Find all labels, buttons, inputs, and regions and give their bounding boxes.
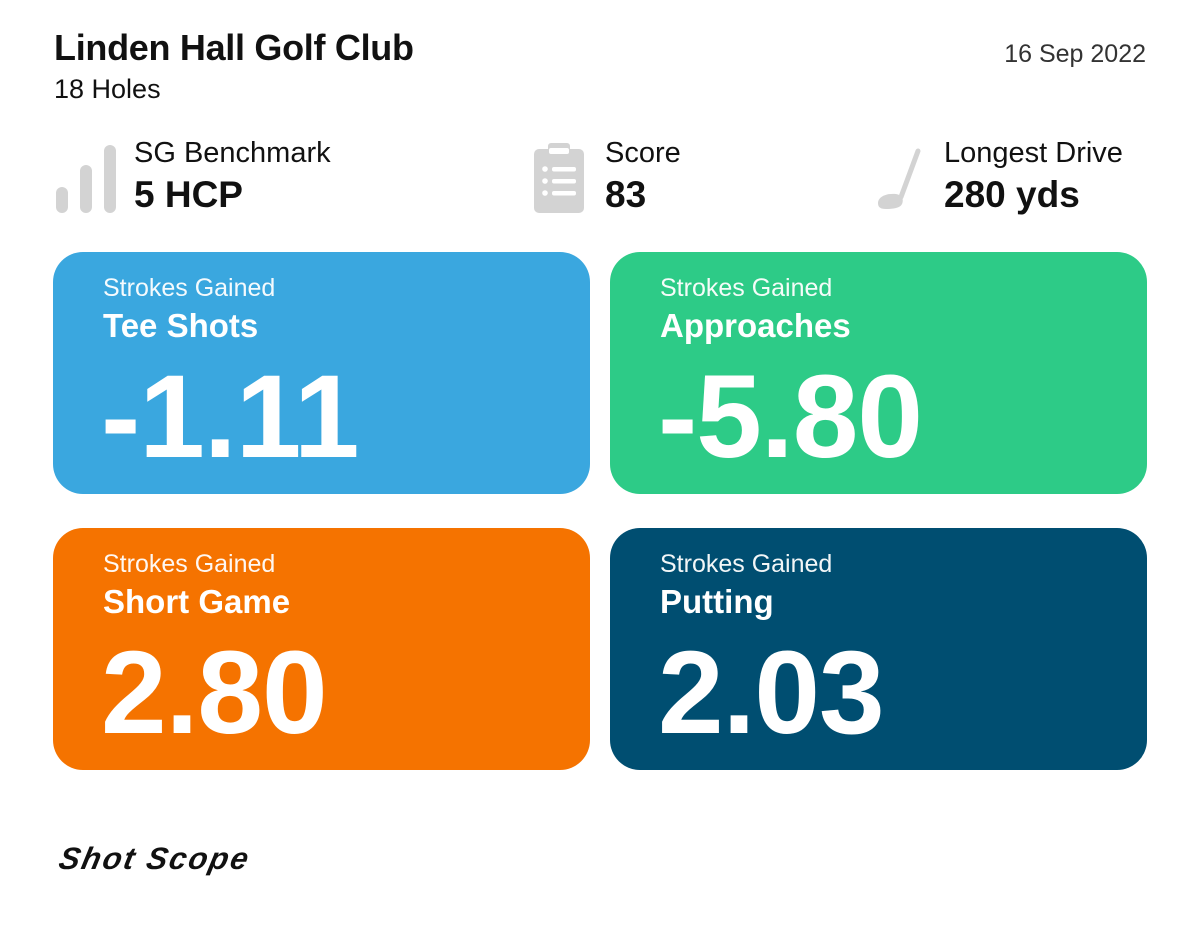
card-value: 2.80 — [101, 627, 328, 759]
card-label: Strokes Gained — [660, 274, 833, 302]
stat-longest-drive: Longest Drive 280 yds — [874, 135, 1146, 225]
sg-card-short-game: Strokes Gained Short Game 2.80 — [53, 528, 590, 770]
sg-card-approaches: Strokes Gained Approaches -5.80 — [610, 252, 1147, 494]
sg-card-putting: Strokes Gained Putting 2.03 — [610, 528, 1147, 770]
card-title: Approaches — [660, 307, 851, 344]
stat-label: SG Benchmark — [134, 137, 331, 169]
stat-sg-benchmark: SG Benchmark 5 HCP — [54, 135, 394, 225]
stat-value: 83 — [605, 174, 647, 215]
bar-chart-icon — [54, 141, 118, 217]
summary-stats: SG Benchmark 5 HCP Score 83 — [54, 135, 1146, 225]
holes-subtitle: 18 Holes — [54, 74, 161, 104]
card-title: Short Game — [103, 583, 291, 620]
stat-score: Score 83 — [530, 135, 730, 225]
card-label: Strokes Gained — [660, 550, 833, 578]
stat-value: 280 yds — [944, 174, 1080, 215]
logo-text: Shot Scope — [56, 841, 254, 876]
sg-card-tee-shots: Strokes Gained Tee Shots -1.11 — [53, 252, 590, 494]
card-value: -5.80 — [658, 351, 923, 483]
shot-scope-logo: Shot Scope — [54, 838, 344, 884]
round-date: 16 Sep 2022 — [1004, 40, 1146, 68]
card-title: Putting — [660, 583, 774, 620]
card-label: Strokes Gained — [103, 274, 276, 302]
header: Linden Hall Golf Club 18 Holes 16 Sep 20… — [54, 26, 1146, 106]
course-title: Linden Hall Golf Club — [54, 27, 414, 68]
card-value: -1.11 — [101, 351, 359, 483]
card-title: Tee Shots — [103, 307, 259, 344]
clipboard-icon — [530, 141, 594, 217]
stat-label: Score — [605, 137, 681, 169]
stat-label: Longest Drive — [944, 137, 1123, 169]
card-label: Strokes Gained — [103, 550, 276, 578]
stat-value: 5 HCP — [134, 174, 243, 215]
golf-club-icon — [874, 141, 938, 217]
card-value: 2.03 — [658, 627, 885, 759]
